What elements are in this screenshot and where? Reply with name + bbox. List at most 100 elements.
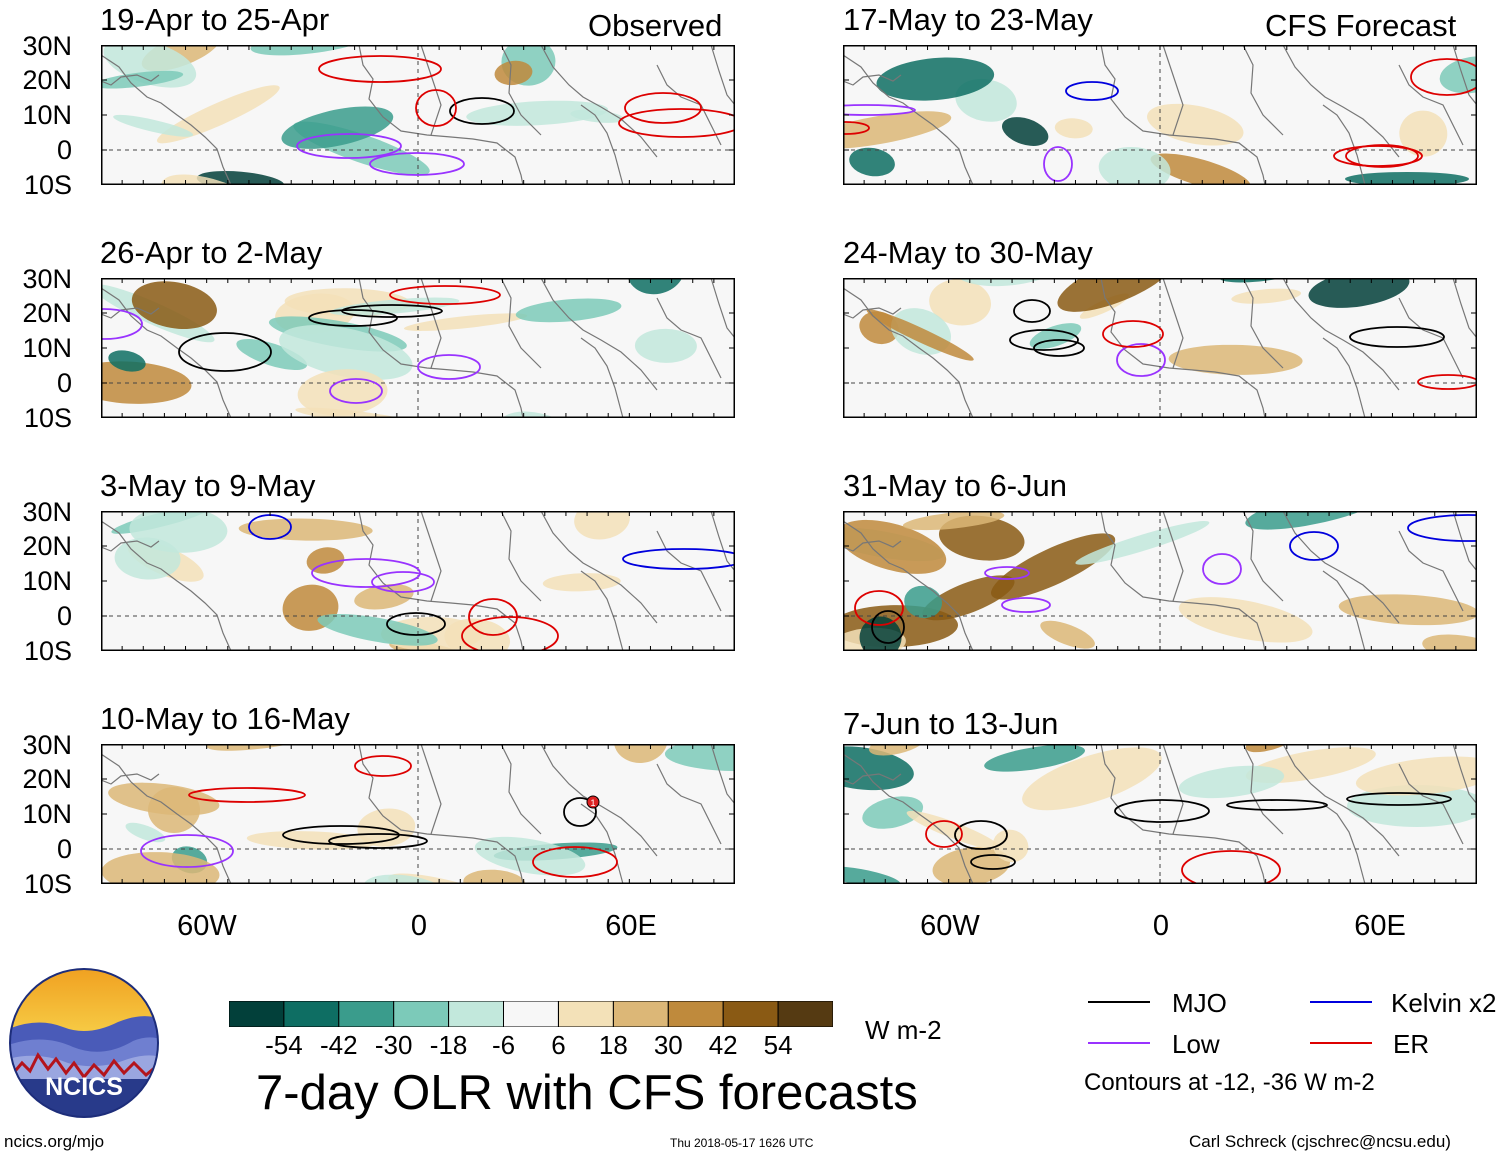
colorbar-swatch xyxy=(228,1000,285,1028)
low-contour xyxy=(1202,553,1242,585)
olr-positive-anomaly xyxy=(1231,288,1302,304)
kelvin-contour xyxy=(622,548,735,570)
coastline xyxy=(580,104,624,185)
olr-positive-anomaly xyxy=(922,575,1015,621)
lat-label: 0 xyxy=(56,135,72,165)
olr-positive-anomaly xyxy=(238,518,373,541)
low-contour xyxy=(1001,597,1051,613)
colorbar-swatch xyxy=(722,1000,779,1028)
logo-text: NCICS xyxy=(45,1073,123,1101)
low-contour xyxy=(371,571,435,593)
olr-negative-anomaly xyxy=(1245,511,1387,530)
coastline xyxy=(1398,530,1464,612)
lat-label: 10N xyxy=(22,799,72,829)
colorbar-tick-label: 30 xyxy=(653,1030,683,1060)
colorbar-swatch xyxy=(393,1000,450,1028)
er-contour xyxy=(354,755,412,777)
observed-label: Observed xyxy=(588,8,723,43)
coastline xyxy=(1322,803,1366,884)
coastline xyxy=(358,278,524,418)
map-panel-p1 xyxy=(101,45,735,185)
lon-label: 0 xyxy=(410,910,428,942)
coastline xyxy=(1162,278,1184,369)
coastline xyxy=(1282,744,1400,857)
olr-negative-anomaly xyxy=(125,822,166,843)
mjo-contour xyxy=(178,332,272,372)
legend-label-mjo: MJO xyxy=(1172,988,1227,1018)
olr-negative-anomaly xyxy=(904,585,943,619)
olr-negative-anomaly xyxy=(634,328,697,363)
map-panel-p3 xyxy=(101,511,735,651)
er-contour xyxy=(1417,374,1477,390)
olr-negative-anomaly xyxy=(1439,56,1477,94)
coastline xyxy=(710,45,735,106)
er-contour xyxy=(188,787,306,803)
cfs-forecast-label: CFS Forecast xyxy=(1265,8,1457,43)
lat-label: 10S xyxy=(23,869,72,899)
coastline xyxy=(656,763,722,845)
mjo-contour xyxy=(308,309,398,327)
coastline xyxy=(1452,744,1477,805)
olr-positive-anomaly xyxy=(843,111,952,149)
lat-label: 30N xyxy=(22,264,72,294)
coastline xyxy=(1100,278,1266,418)
olr-negative-anomaly xyxy=(984,744,1085,772)
coastline xyxy=(580,803,624,884)
mjo-contour xyxy=(386,612,446,636)
er-contour xyxy=(854,590,904,626)
olr-negative-anomaly xyxy=(317,613,438,646)
mjo-contour xyxy=(1349,326,1445,348)
coastline xyxy=(1322,337,1366,418)
olr-positive-anomaly xyxy=(1040,620,1095,649)
olr-negative-anomaly xyxy=(515,298,622,323)
lon-label: 60W xyxy=(920,910,980,942)
olr-negative-anomaly xyxy=(250,45,372,56)
colorbar-swatch xyxy=(503,1000,559,1028)
map-panel-p6 xyxy=(843,278,1477,418)
low-contour xyxy=(296,133,402,159)
coastline xyxy=(101,54,232,185)
lat-label: 30N xyxy=(22,31,72,61)
olr-negative-anomaly xyxy=(843,746,914,791)
coastline xyxy=(1162,45,1184,136)
map-panel-p5 xyxy=(843,45,1477,185)
mjo-contour xyxy=(563,797,597,827)
lat-label: 10N xyxy=(22,100,72,130)
coastline xyxy=(101,287,232,418)
olr-negative-anomaly xyxy=(876,57,995,101)
coastline xyxy=(540,511,658,624)
coastline xyxy=(1100,511,1266,651)
olr-negative-anomaly xyxy=(500,411,576,418)
coastline xyxy=(1452,278,1477,339)
legend-note: Contours at -12, -36 W m-2 xyxy=(1084,1069,1375,1096)
mjo-contour xyxy=(871,610,905,644)
coastline xyxy=(843,540,902,552)
lat-label: 30N xyxy=(22,497,72,527)
lon-label: 0 xyxy=(1152,910,1170,942)
panel-title-p7: 31-May to 6-Jun xyxy=(843,468,1067,503)
coastline xyxy=(500,45,542,136)
olr-positive-anomaly xyxy=(1057,278,1176,312)
colorbar-tick-label: -30 xyxy=(374,1030,413,1060)
coastline xyxy=(710,744,735,805)
colorbar-swatch xyxy=(338,1000,395,1028)
olr-positive-anomaly xyxy=(1178,597,1313,643)
lat-label: 10S xyxy=(23,403,72,433)
map-panel-p2 xyxy=(101,278,735,418)
er-contour xyxy=(624,92,702,124)
olr-negative-anomaly xyxy=(113,114,194,137)
mjo-contour xyxy=(449,97,515,125)
olr-negative-anomaly xyxy=(279,325,413,380)
colorbar-swatch xyxy=(667,1000,724,1028)
olr-negative-anomaly xyxy=(1308,278,1410,308)
main-title: 7-day OLR with CFS forecasts xyxy=(256,1066,918,1120)
colorbar-tick-label: 54 xyxy=(763,1030,793,1060)
panel-title-p1: 19-Apr to 25-Apr xyxy=(100,2,330,37)
footer-url[interactable]: ncics.org/mjo xyxy=(4,1132,105,1151)
olr-positive-anomaly xyxy=(574,511,630,540)
olr-positive-anomaly xyxy=(403,313,528,331)
mjo-contour xyxy=(970,854,1016,870)
er-contour xyxy=(843,121,870,135)
lat-label: 10N xyxy=(22,566,72,596)
colorbar-tick-label: -54 xyxy=(265,1030,303,1060)
